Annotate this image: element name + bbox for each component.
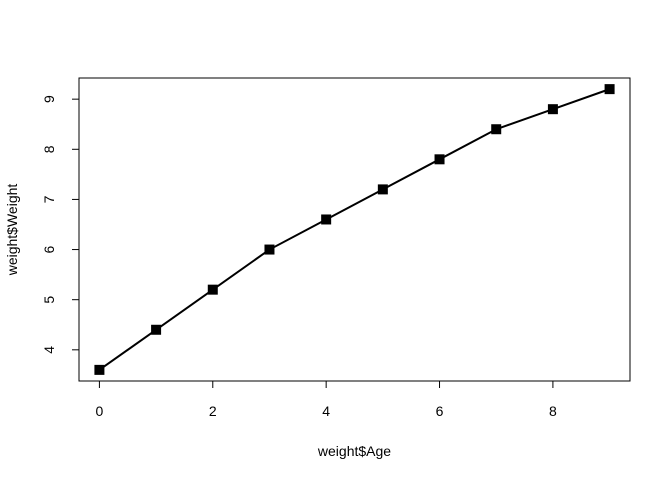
data-point-marker <box>434 154 445 165</box>
series-line <box>98 88 610 371</box>
x-tick-label: 8 <box>549 403 557 419</box>
x-tick-label: 6 <box>436 403 444 419</box>
series-line-group <box>94 84 615 375</box>
plot-frame <box>78 77 631 382</box>
data-point-marker <box>94 364 105 375</box>
data-point-marker <box>321 214 332 225</box>
y-tick-label: 8 <box>41 145 57 153</box>
y-tick-label: 7 <box>41 195 57 203</box>
data-point-marker <box>491 124 502 135</box>
data-point-marker <box>547 104 558 115</box>
y-tick-label: 4 <box>41 346 57 354</box>
y-tick-label: 9 <box>41 95 57 103</box>
data-point-marker <box>151 324 162 335</box>
data-point-marker <box>377 184 388 195</box>
x-tick-label: 0 <box>96 403 104 419</box>
y-tick-label: 5 <box>41 296 57 304</box>
y-axis-title: weight$Weight <box>4 184 20 277</box>
data-point-marker <box>264 244 275 255</box>
x-axis-title: weight$Age <box>317 443 391 459</box>
data-point-marker <box>207 284 218 295</box>
x-axis: 0 2 4 6 8 <box>96 380 557 419</box>
y-tick-label: 6 <box>41 245 57 253</box>
y-axis: 4 5 6 7 8 9 <box>41 95 80 354</box>
data-point-marker <box>604 84 615 95</box>
x-tick-label: 2 <box>209 403 217 419</box>
x-tick-label: 4 <box>322 403 330 419</box>
